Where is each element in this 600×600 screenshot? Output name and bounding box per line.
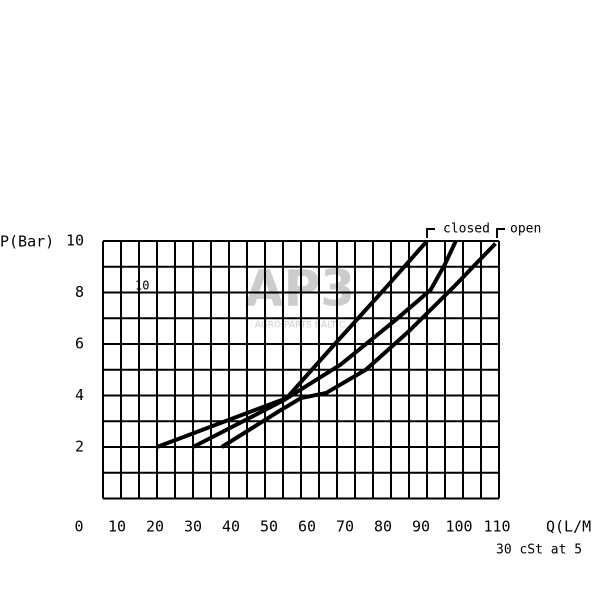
x-tick-label: 80: [374, 518, 392, 536]
x-tick-label: 40: [222, 518, 240, 536]
x-tick-label: 50: [260, 518, 278, 536]
annotation: 10: [135, 279, 149, 293]
annotation: closed: [443, 222, 490, 237]
x-tick-label: 10: [108, 518, 126, 536]
y-tick-label: 2: [75, 438, 84, 456]
annotation: open: [510, 222, 541, 237]
y-tick-label: 10: [66, 232, 84, 250]
x-tick-label: 90: [412, 518, 430, 536]
x-tick-label: 100: [445, 518, 472, 536]
x-tick-label: 0: [74, 518, 83, 536]
y-tick-label: 4: [75, 386, 84, 404]
y-tick-label: 8: [75, 283, 84, 301]
x-axis-label: Q(L/M: [546, 518, 591, 536]
curve: [156, 239, 429, 449]
marker: [426, 228, 505, 238]
x-tick-label: 30: [184, 518, 202, 536]
y-axis-label: P(Bar): [0, 233, 54, 251]
note: 30 cSt at 5: [496, 543, 582, 558]
y-tick-label: 6: [75, 335, 84, 353]
curve: [192, 240, 458, 449]
x-tick-label: 20: [146, 518, 164, 536]
x-tick-label: 70: [336, 518, 354, 536]
x-tick-label: 60: [298, 518, 316, 536]
x-tick-label: 110: [483, 518, 510, 536]
curve: [220, 242, 497, 449]
